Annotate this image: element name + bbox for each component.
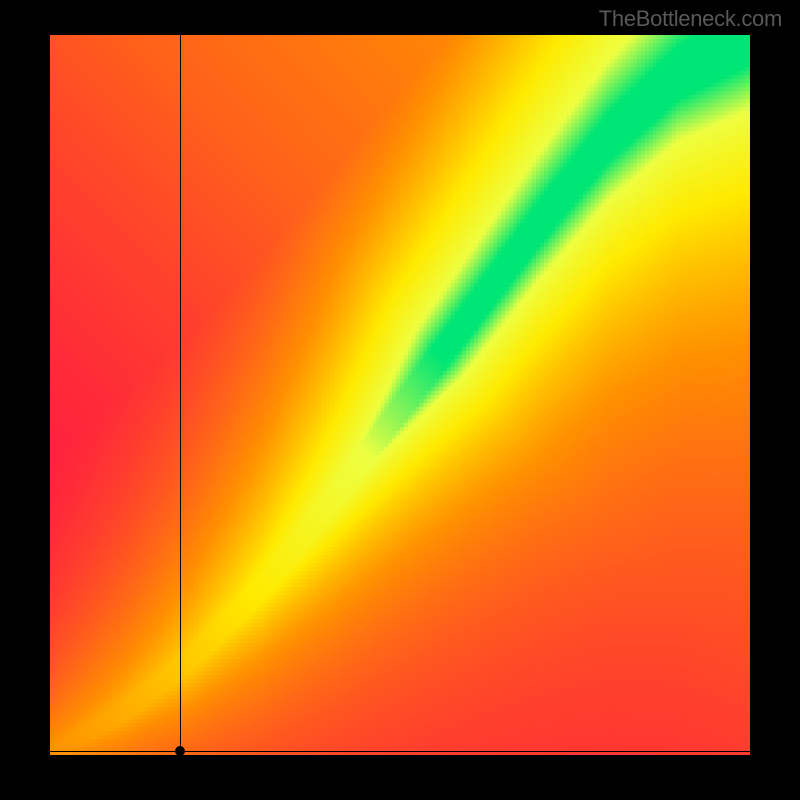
watermark-text: TheBottleneck.com: [599, 6, 782, 32]
heatmap-plot-area: [50, 35, 750, 755]
crosshair-marker-dot: [175, 746, 185, 756]
crosshair-vertical-line: [180, 35, 181, 751]
bottleneck-heatmap: [50, 35, 750, 755]
crosshair-horizontal-line: [50, 751, 750, 752]
